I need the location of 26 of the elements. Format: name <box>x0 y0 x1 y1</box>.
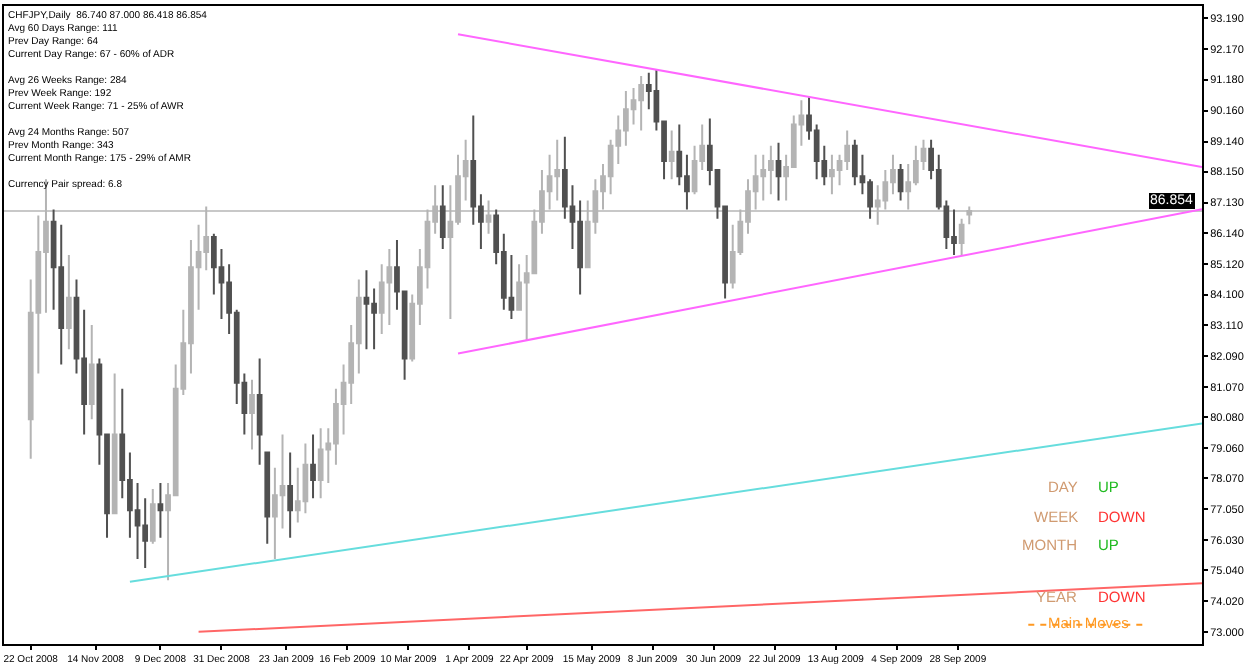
candlestick <box>111 372 118 515</box>
candlestick <box>775 141 782 202</box>
candlestick <box>768 144 774 196</box>
candlestick <box>317 427 324 500</box>
candlestick <box>554 138 561 202</box>
candlestick <box>951 208 957 257</box>
candlestick <box>897 162 904 202</box>
candlestick <box>302 442 309 515</box>
candlestick <box>88 324 95 421</box>
candlestick <box>829 153 835 196</box>
candlestick <box>287 451 294 539</box>
candlestick <box>149 488 156 545</box>
candlestick <box>386 248 393 326</box>
candlestick <box>760 153 767 202</box>
candlestick <box>638 74 645 132</box>
candlestick <box>668 129 675 181</box>
candlestick <box>966 205 973 226</box>
candlestick <box>958 217 965 257</box>
candlestick <box>851 138 858 187</box>
candlestick <box>310 433 316 500</box>
candlestick <box>157 481 164 539</box>
candlestick <box>66 254 72 351</box>
candlestick <box>439 184 446 251</box>
candlestick <box>485 199 492 235</box>
candlestick <box>363 269 370 351</box>
candlestick <box>249 378 255 451</box>
